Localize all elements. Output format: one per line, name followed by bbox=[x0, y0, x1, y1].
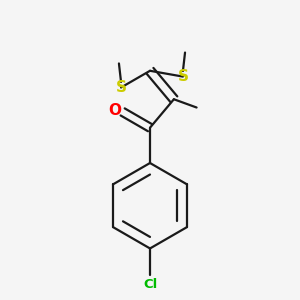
Text: O: O bbox=[108, 103, 121, 118]
Text: S: S bbox=[177, 69, 188, 84]
Text: S: S bbox=[116, 80, 127, 95]
Text: Cl: Cl bbox=[143, 278, 157, 291]
